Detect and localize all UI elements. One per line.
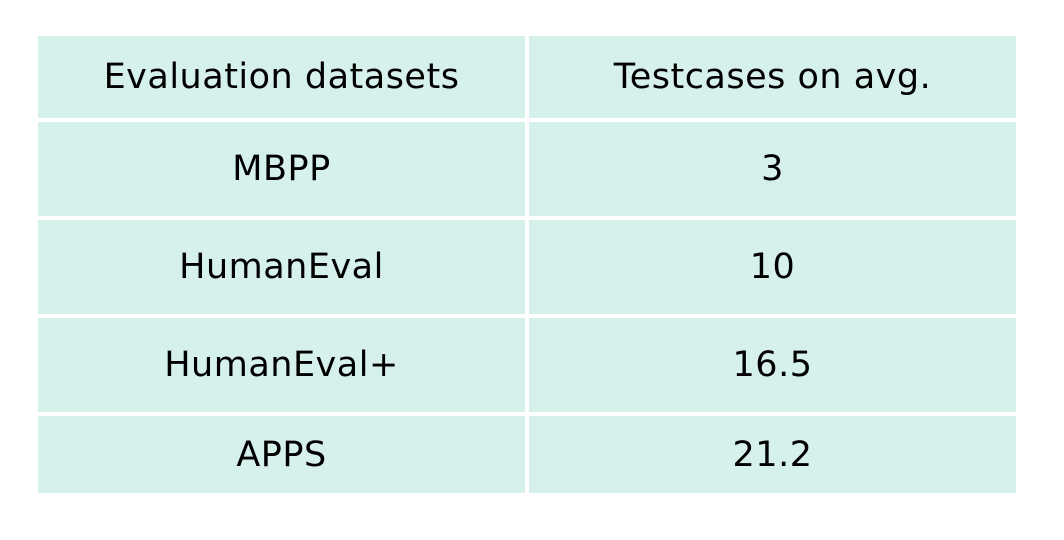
table-cell: 16.5 <box>529 318 1016 412</box>
header-cell: Testcases on avg. <box>529 36 1016 118</box>
table-cell: MBPP <box>38 122 525 216</box>
table-cell: APPS <box>38 416 525 493</box>
table: Evaluation datasets Testcases on avg. MBPP… <box>38 36 1016 493</box>
table-cell: 10 <box>529 220 1016 314</box>
table-cell: HumanEval+ <box>38 318 525 412</box>
table-cell: HumanEval <box>38 220 525 314</box>
header-cell: Evaluation datasets <box>38 36 525 118</box>
table-cell: 3 <box>529 122 1016 216</box>
table-cell: 21.2 <box>529 416 1016 493</box>
